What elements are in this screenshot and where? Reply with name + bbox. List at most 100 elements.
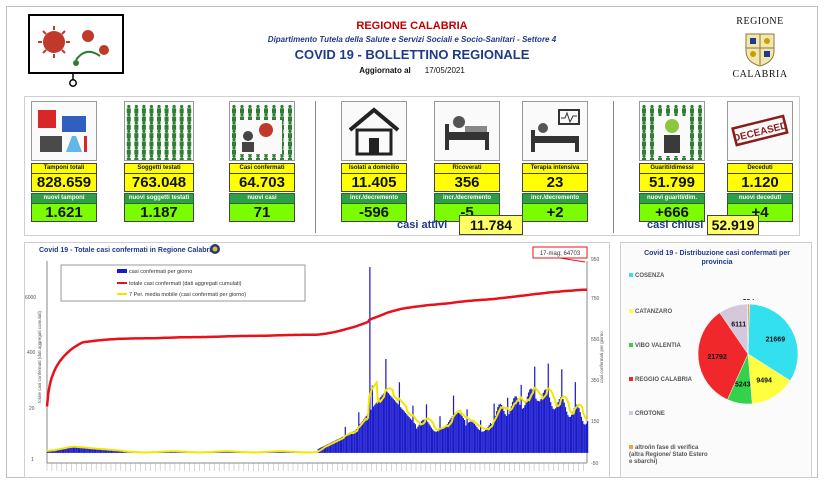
daily-bar — [334, 440, 337, 453]
person-figure — [272, 104, 276, 114]
person-figure — [280, 154, 284, 164]
daily-bar — [364, 417, 366, 453]
daily-bar — [494, 415, 496, 453]
daily-bar — [436, 431, 439, 453]
daily-bar — [568, 416, 570, 453]
daily-bar — [561, 369, 563, 453]
daily-bar — [97, 448, 99, 453]
daily-bar — [118, 450, 120, 453]
left-tick-20: 20 — [29, 406, 35, 412]
daily-bar — [353, 431, 355, 453]
daily-bar — [377, 399, 380, 453]
person-figure — [134, 138, 139, 147]
daily-bar — [355, 429, 357, 453]
person-figure — [134, 121, 139, 130]
legend-moving-avg: 7 Per. media mobile (casi confermati per… — [129, 292, 246, 298]
person-figure — [164, 138, 169, 147]
right-tick-950: 950 — [591, 257, 600, 263]
legend-cosenza: COSENZA — [629, 273, 664, 279]
card-label: Ricoverati — [434, 163, 500, 174]
daily-bar — [82, 447, 84, 453]
legend-catanzaro: CATANZARO — [629, 309, 672, 315]
person-figure — [232, 146, 236, 155]
daily-bar — [518, 401, 520, 453]
person-figure — [179, 154, 184, 164]
person-figure — [642, 104, 646, 114]
person-figure — [164, 104, 169, 114]
daily-bar — [463, 419, 466, 453]
daily-bar — [580, 416, 583, 453]
daily-bar — [454, 413, 456, 453]
daily-bar — [441, 428, 444, 453]
card-delta-value: -596 — [341, 204, 407, 222]
daily-bar — [110, 450, 113, 453]
daily-bar — [440, 428, 442, 453]
left-tick-1: 1 — [31, 457, 34, 463]
person-figure — [149, 104, 154, 114]
daily-bar — [491, 423, 493, 453]
daily-bar — [476, 427, 478, 453]
daily-bar — [567, 415, 569, 453]
daily-bar — [379, 398, 381, 453]
daily-bar — [395, 401, 397, 453]
daily-bar — [401, 408, 403, 453]
daily-bar — [51, 449, 54, 453]
daily-bar — [411, 419, 413, 453]
person-figure — [157, 113, 161, 122]
daily-bar — [430, 427, 433, 453]
daily-bar — [371, 385, 373, 453]
legend-swatch — [629, 343, 633, 348]
chart-legend — [60, 264, 306, 302]
daily-bar — [514, 396, 516, 453]
daily-bar — [67, 446, 70, 453]
pie-slice-label: 5243 — [735, 382, 751, 389]
daily-bar — [81, 447, 83, 453]
bulletin-title: COVID 19 - BOLLETTINO REGIONALE — [294, 47, 530, 62]
person-figure — [240, 104, 244, 114]
daily-bar — [408, 417, 410, 453]
person-figure — [187, 154, 192, 164]
legend-label: CATANZARO — [635, 309, 673, 315]
daily-bar — [443, 428, 445, 453]
person-figure — [157, 154, 161, 164]
person-figure — [690, 121, 694, 130]
card-label: Guariti/dimessi — [639, 163, 705, 174]
card-delta-label: nuovi guariti/dim. — [639, 193, 705, 204]
daily-bar — [65, 447, 67, 453]
person-figure — [690, 113, 694, 122]
card-label: Tamponi totali — [31, 163, 97, 174]
divider — [315, 101, 316, 233]
daily-bar — [124, 451, 126, 453]
person-figure — [126, 138, 131, 147]
card-casi-confermati: Casi confermati 64.703 nuovi casi 71 — [229, 101, 295, 222]
daily-bar — [123, 451, 125, 453]
person-figure — [172, 104, 177, 114]
card-value: 828.659 — [31, 174, 97, 192]
header-title-block: REGIONE CALABRIA Dipartimento Tutela del… — [200, 20, 624, 75]
person-figure — [157, 146, 161, 155]
daily-bar — [451, 416, 453, 453]
daily-bar — [548, 397, 551, 453]
daily-bar — [418, 424, 420, 453]
person-figure — [187, 113, 192, 122]
daily-bar — [387, 393, 389, 453]
person-figure — [256, 104, 260, 114]
person-figure — [650, 121, 654, 130]
daily-bar — [525, 401, 527, 453]
callout-text: 17-mag; 64703 — [540, 251, 581, 257]
daily-bar — [470, 421, 472, 453]
pie-slice-label: 9494 — [756, 377, 772, 384]
legend-swatch — [629, 377, 633, 382]
daily-bar — [456, 412, 458, 453]
person-figure — [288, 104, 292, 114]
daily-bar — [49, 450, 51, 453]
person-figure — [134, 154, 139, 164]
legend-reggio: REGGIO CALABRIA — [629, 377, 692, 383]
daily-bar — [569, 416, 572, 453]
person-figure — [179, 113, 184, 122]
daily-bar — [119, 450, 121, 453]
daily-bar — [361, 420, 364, 453]
daily-bar — [324, 445, 327, 453]
daily-bar — [577, 405, 579, 453]
card-delta-value: +666 — [639, 204, 705, 222]
